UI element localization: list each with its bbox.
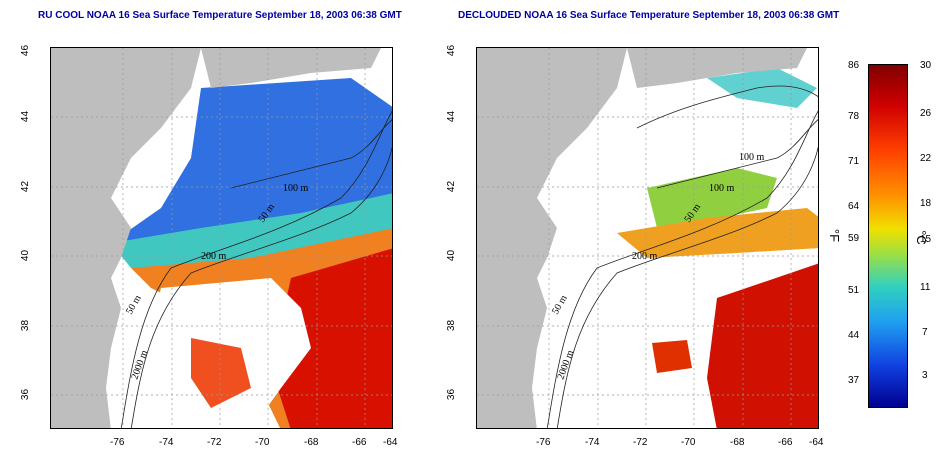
y-tick-42: 42 [20, 180, 32, 193]
sst-green-band [647, 168, 777, 228]
colorbar [868, 64, 908, 408]
contour-label-100m: 100 m [709, 183, 735, 194]
f-tick-44: 44 [848, 330, 860, 341]
grid-lines [477, 48, 818, 428]
x-tick--76: -76 [536, 437, 551, 448]
sst-orange-patch [191, 338, 251, 408]
left-sst-map: 100 m 50 m 200 m 50 m 2000 m [51, 48, 392, 428]
contour-label-200m: 200 m [201, 251, 227, 262]
y-tick-46: 46 [20, 44, 32, 57]
x-tick--64: -64 [809, 437, 824, 448]
land-cape [627, 48, 807, 88]
c-tick-11: 11 [920, 282, 931, 293]
x-tick--76: -76 [110, 437, 125, 448]
right-map-frame: 100 m 100 m 50 m 200 m 50 m 2000 m [476, 47, 819, 429]
left-panel-title: RU COOL NOAA 16 Sea Surface Temperature … [38, 10, 402, 21]
bathymetry-contours [120, 110, 392, 428]
right-panel-title: DECLOUDED NOAA 16 Sea Surface Temperatur… [458, 10, 840, 21]
f-tick-59: 59 [848, 233, 860, 244]
c-tick-30: 30 [920, 60, 932, 71]
fahrenheit-unit-label: °F [827, 228, 843, 243]
c-tick-3: 3 [922, 370, 928, 381]
sst-red-patch-west [652, 340, 692, 373]
y-tick-38: 38 [446, 319, 458, 332]
right-sst-map: 100 m 100 m 50 m 200 m 50 m 2000 m [477, 48, 818, 428]
contour-label-50m-south: 50 m [550, 293, 570, 316]
f-tick-51: 51 [848, 285, 860, 296]
c-tick-18: 18 [920, 198, 932, 209]
land-cape [201, 48, 381, 88]
grid-lines [51, 48, 392, 428]
x-tick--70: -70 [681, 437, 696, 448]
sst-cold-band [111, 78, 392, 248]
y-tick-40: 40 [20, 249, 32, 262]
bathymetry-contours [546, 85, 818, 428]
c-tick-15: 15 [920, 234, 932, 245]
x-tick--64: -64 [383, 437, 398, 448]
x-tick--68: -68 [304, 437, 319, 448]
x-tick--68: -68 [730, 437, 745, 448]
land-mass [477, 48, 627, 428]
y-tick-38: 38 [20, 319, 32, 332]
x-tick--66: -66 [778, 437, 793, 448]
f-tick-86: 86 [848, 60, 860, 71]
f-tick-64: 64 [848, 201, 860, 212]
sst-hot-region [271, 248, 392, 428]
c-tick-7: 7 [922, 327, 928, 338]
contour-label-50m-south: 50 m [124, 293, 144, 316]
y-tick-36: 36 [20, 388, 32, 401]
contour-label-100m-north: 100 m [739, 152, 765, 163]
x-tick--74: -74 [159, 437, 174, 448]
y-tick-42: 42 [446, 180, 458, 193]
y-tick-36: 36 [446, 388, 458, 401]
x-tick--74: -74 [585, 437, 600, 448]
left-map-frame: 100 m 50 m 200 m 50 m 2000 m [50, 47, 393, 429]
land-mass [51, 48, 201, 428]
x-tick--72: -72 [207, 437, 222, 448]
f-tick-78: 78 [848, 111, 860, 122]
contour-label-200m: 200 m [632, 251, 658, 262]
sst-red-region-south [707, 263, 818, 428]
x-tick--70: -70 [255, 437, 270, 448]
y-tick-44: 44 [446, 110, 458, 123]
c-tick-22: 22 [920, 153, 932, 164]
sst-cyan-north [707, 68, 817, 108]
y-tick-40: 40 [446, 249, 458, 262]
y-tick-44: 44 [20, 110, 32, 123]
contour-label-100m: 100 m [283, 183, 309, 194]
sst-orange-band [617, 208, 818, 258]
f-tick-71: 71 [848, 156, 860, 167]
f-tick-37: 37 [848, 375, 860, 386]
celsius-unit-label: °C [913, 230, 929, 245]
y-tick-46: 46 [446, 44, 458, 57]
x-tick--66: -66 [352, 437, 367, 448]
x-tick--72: -72 [633, 437, 648, 448]
c-tick-26: 26 [920, 108, 932, 119]
